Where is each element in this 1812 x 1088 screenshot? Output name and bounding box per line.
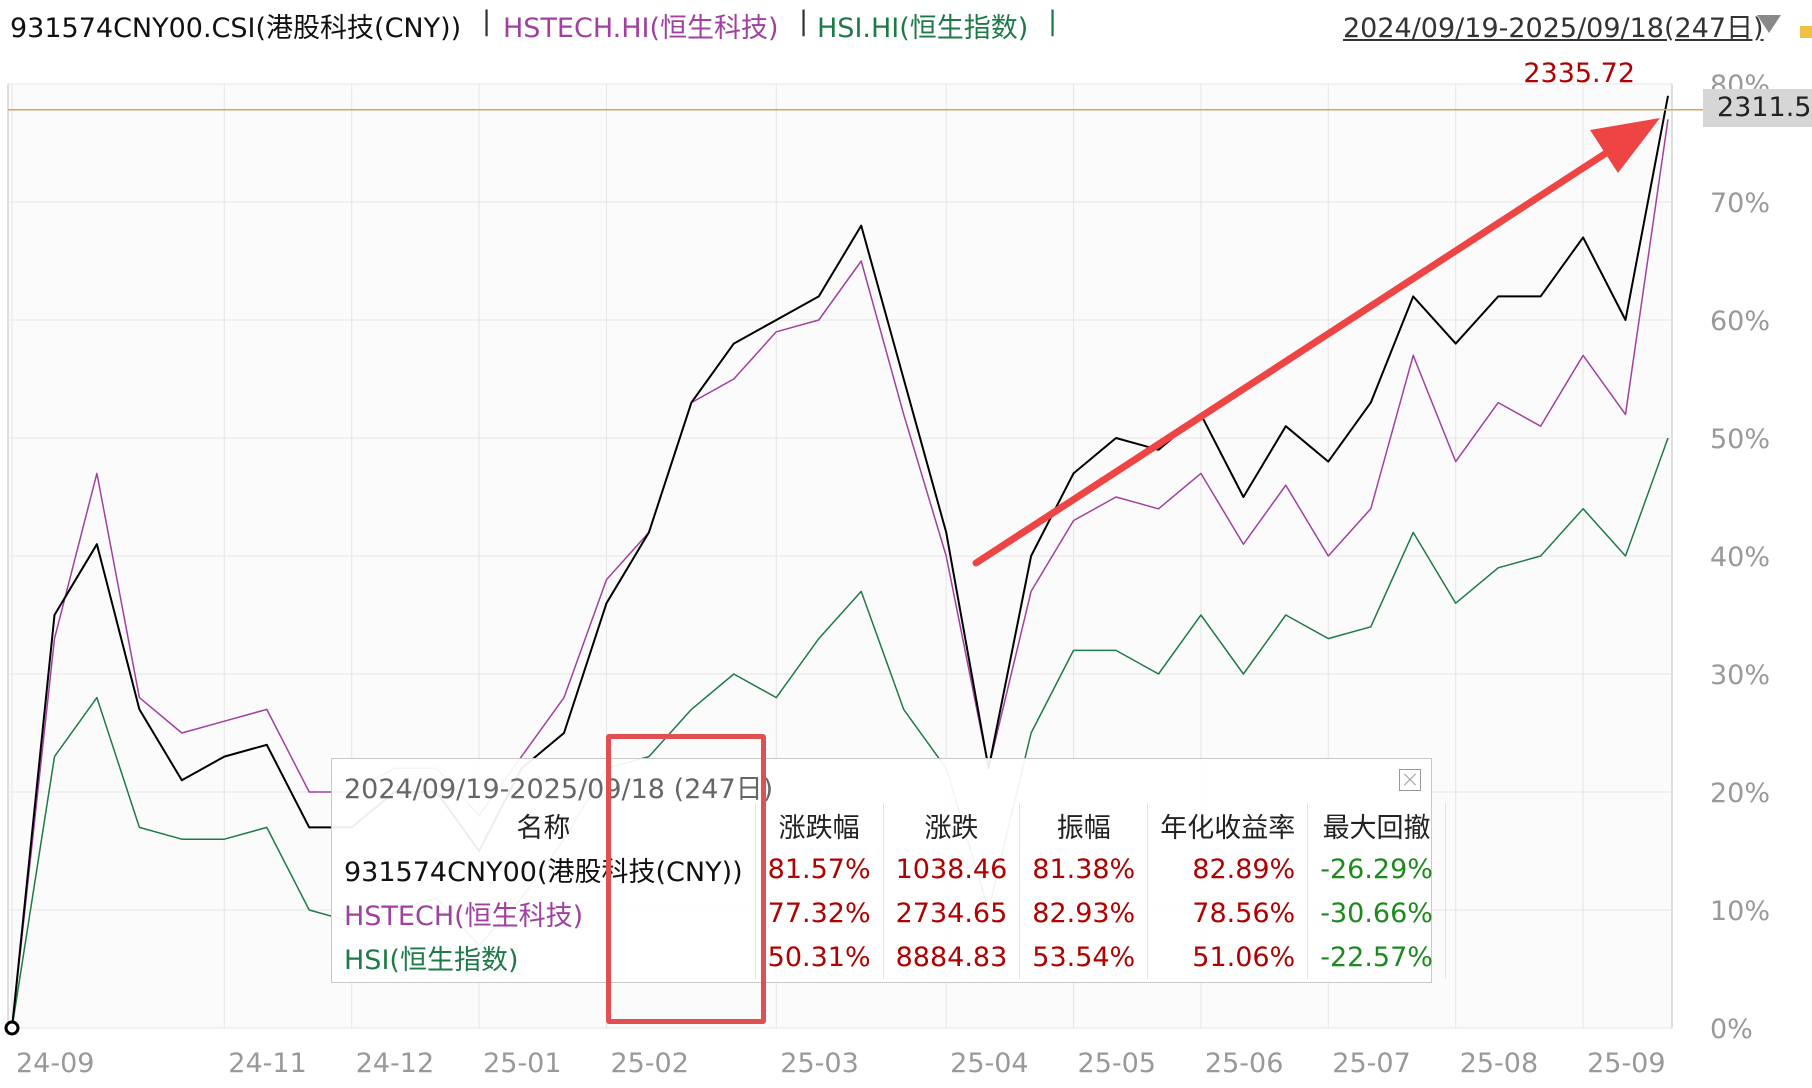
date-range-selector[interactable]: 2024/09/19-2025/09/18(247日)	[1343, 13, 1764, 44]
y-tick-label: 70%	[1710, 188, 1770, 219]
x-tick-label: 25-05	[1078, 1048, 1156, 1079]
row-amplitude: 82.93%	[1019, 891, 1149, 935]
y-tick-label: 40%	[1710, 542, 1770, 573]
row-change: 1038.46	[883, 847, 1021, 891]
row-name: HSTECH(恒生科技)	[332, 891, 756, 935]
row-change-pct: 81.57%	[755, 847, 884, 891]
x-tick-label: 25-08	[1460, 1048, 1538, 1079]
row-change-pct: 77.32%	[755, 891, 884, 935]
row-name: HSI(恒生指数)	[332, 935, 756, 979]
annotation-arrow-shaft	[972, 140, 1624, 567]
chevron-down-icon[interactable]	[1756, 14, 1782, 34]
row-annualized: 82.89%	[1147, 847, 1309, 891]
x-tick-label: 24-09	[16, 1048, 94, 1079]
header-annualized: 年化收益率	[1147, 803, 1309, 847]
y-tick-label: 10%	[1710, 896, 1770, 927]
header-change: 涨跌	[883, 803, 1021, 847]
series3-legend[interactable]: HSI.HI(恒生指数)	[817, 13, 1029, 44]
row-drawdown: -22.57%	[1307, 935, 1446, 979]
right-axis-current-label: 2311.5	[1703, 89, 1812, 127]
summary-title: 2024/09/19-2025/09/18 (247日)	[344, 774, 774, 805]
row-annualized: 51.06%	[1147, 935, 1309, 979]
x-tick-label: 25-04	[950, 1048, 1028, 1079]
header-name: 名称	[332, 803, 756, 847]
x-tick-label: 25-07	[1332, 1048, 1410, 1079]
x-tick-label: 25-06	[1205, 1048, 1283, 1079]
series1-legend[interactable]: 931574CNY00.CSI(港股科技(CNY))	[10, 13, 462, 44]
row-change: 2734.65	[883, 891, 1021, 935]
x-tick-label: 25-01	[483, 1048, 561, 1079]
header-change-pct: 涨跌幅	[755, 803, 884, 847]
summary-header-row: 名称 涨跌幅 涨跌 振幅 年化收益率 最大回撤	[332, 803, 1446, 847]
row-change-pct: 50.31%	[755, 935, 884, 979]
origin-marker	[4, 1020, 20, 1036]
header-amplitude: 振幅	[1019, 803, 1149, 847]
x-tick-label: 24-11	[228, 1048, 306, 1079]
x-tick-label: 25-03	[780, 1048, 858, 1079]
y-tick-label: 60%	[1710, 306, 1770, 337]
series-line-hstech	[11, 119, 1669, 1029]
annotation-arrow-head	[1590, 118, 1660, 173]
x-tick-label: 24-12	[356, 1048, 434, 1079]
y-tick-label: 50%	[1710, 424, 1770, 455]
x-tick-label: 25-09	[1587, 1048, 1665, 1079]
legend-separator: |	[799, 6, 809, 37]
close-icon[interactable]	[1399, 769, 1421, 791]
chart-header: 931574CNY00.CSI(港股科技(CNY)) | HSTECH.HI(恒…	[0, 0, 1812, 50]
legend-separator: |	[482, 6, 492, 37]
table-row[interactable]: 931574CNY00(港股科技(CNY)) 81.57% 1038.46 81…	[332, 847, 1446, 891]
y-tick-label: 20%	[1710, 778, 1770, 809]
row-drawdown: -26.29%	[1307, 847, 1446, 891]
row-name: 931574CNY00(港股科技(CNY))	[332, 847, 756, 891]
summary-popup: 2024/09/19-2025/09/18 (247日) 名称 涨跌幅 涨跌 振…	[331, 758, 1446, 983]
highlight-box	[606, 734, 766, 1024]
row-change: 8884.83	[883, 935, 1021, 979]
row-annualized: 78.56%	[1147, 891, 1309, 935]
series2-legend[interactable]: HSTECH.HI(恒生科技)	[503, 13, 779, 44]
row-amplitude: 53.54%	[1019, 935, 1149, 979]
series-line-csi	[11, 95, 1669, 1029]
table-row[interactable]: HSTECH(恒生科技) 77.32% 2734.65 82.93% 78.56…	[332, 891, 1446, 935]
legend-separator: |	[1048, 6, 1058, 37]
series-line-hsi	[11, 437, 1669, 1029]
row-amplitude: 81.38%	[1019, 847, 1149, 891]
row-drawdown: -30.66%	[1307, 891, 1446, 935]
toolbar-edge-marker	[1800, 26, 1812, 38]
y-tick-label: 30%	[1710, 660, 1770, 691]
x-tick-label: 25-02	[610, 1048, 688, 1079]
y-tick-label: 0%	[1710, 1014, 1753, 1045]
summary-table: 名称 涨跌幅 涨跌 振幅 年化收益率 最大回撤 931574CNY00(港股科技…	[332, 803, 1446, 979]
max-value-label: 2335.72	[1523, 58, 1635, 89]
table-row[interactable]: HSI(恒生指数) 50.31% 8884.83 53.54% 51.06% -…	[332, 935, 1446, 979]
header-drawdown: 最大回撤	[1307, 803, 1446, 847]
